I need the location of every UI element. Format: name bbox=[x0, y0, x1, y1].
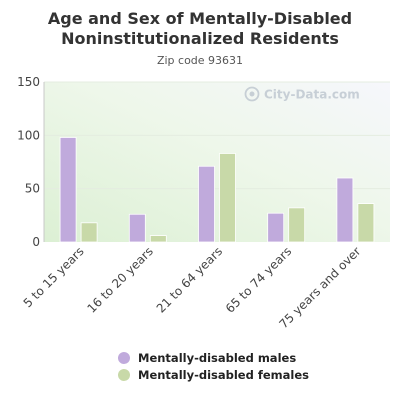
bar-females-0 bbox=[80, 222, 98, 243]
bar-males-0 bbox=[59, 137, 77, 243]
legend-swatch-males bbox=[118, 351, 130, 364]
legend-label-males: Mentally-disabled males bbox=[138, 350, 297, 365]
watermark-icon-dot bbox=[249, 91, 255, 97]
y-tick-label: 150 bbox=[17, 75, 40, 89]
bar-females-3 bbox=[288, 207, 306, 243]
watermark-icon bbox=[244, 86, 260, 102]
chart-subtitle: Zip code 93631 bbox=[156, 54, 244, 67]
plot-background bbox=[44, 82, 390, 242]
y-axis-ticks: 0 50 100 150 bbox=[17, 75, 40, 249]
legend-item-females: Mentally-disabled females bbox=[118, 366, 309, 383]
legend-label-females: Mentally-disabled females bbox=[138, 367, 309, 382]
bar-males-1 bbox=[128, 213, 146, 243]
bar-females-2 bbox=[219, 153, 236, 243]
legend-item-males: Mentally-disabled males bbox=[118, 349, 309, 366]
bar-males-4 bbox=[336, 177, 354, 243]
grid-layer bbox=[43, 81, 390, 242]
legend: Mentally-disabled males Mentally-disable… bbox=[118, 349, 309, 383]
bar-females-4 bbox=[357, 203, 375, 243]
watermark: City-Data.com bbox=[244, 86, 360, 102]
y-tick-label: 0 bbox=[32, 235, 40, 249]
chart-title-line-2: Noninstitutionalized Residents bbox=[61, 29, 339, 48]
bar-males-3 bbox=[267, 212, 285, 243]
bar-females-1 bbox=[149, 235, 167, 243]
y-tick-label: 100 bbox=[17, 128, 40, 142]
bar-males-2 bbox=[198, 165, 215, 243]
legend-swatch-females bbox=[118, 368, 130, 381]
y-tick-label: 50 bbox=[25, 182, 40, 196]
watermark-text: City-Data.com bbox=[264, 88, 360, 102]
chart-title-line-1: Age and Sex of Mentally-Disabled bbox=[47, 9, 353, 28]
bars-layer bbox=[59, 137, 375, 243]
x-tick-label: 21 to 64 years bbox=[154, 244, 225, 315]
x-tick-label: 5 to 15 years bbox=[21, 244, 87, 310]
x-tick-label: 16 to 20 years bbox=[84, 244, 155, 315]
x-tick-label: 65 to 74 years bbox=[223, 244, 294, 315]
